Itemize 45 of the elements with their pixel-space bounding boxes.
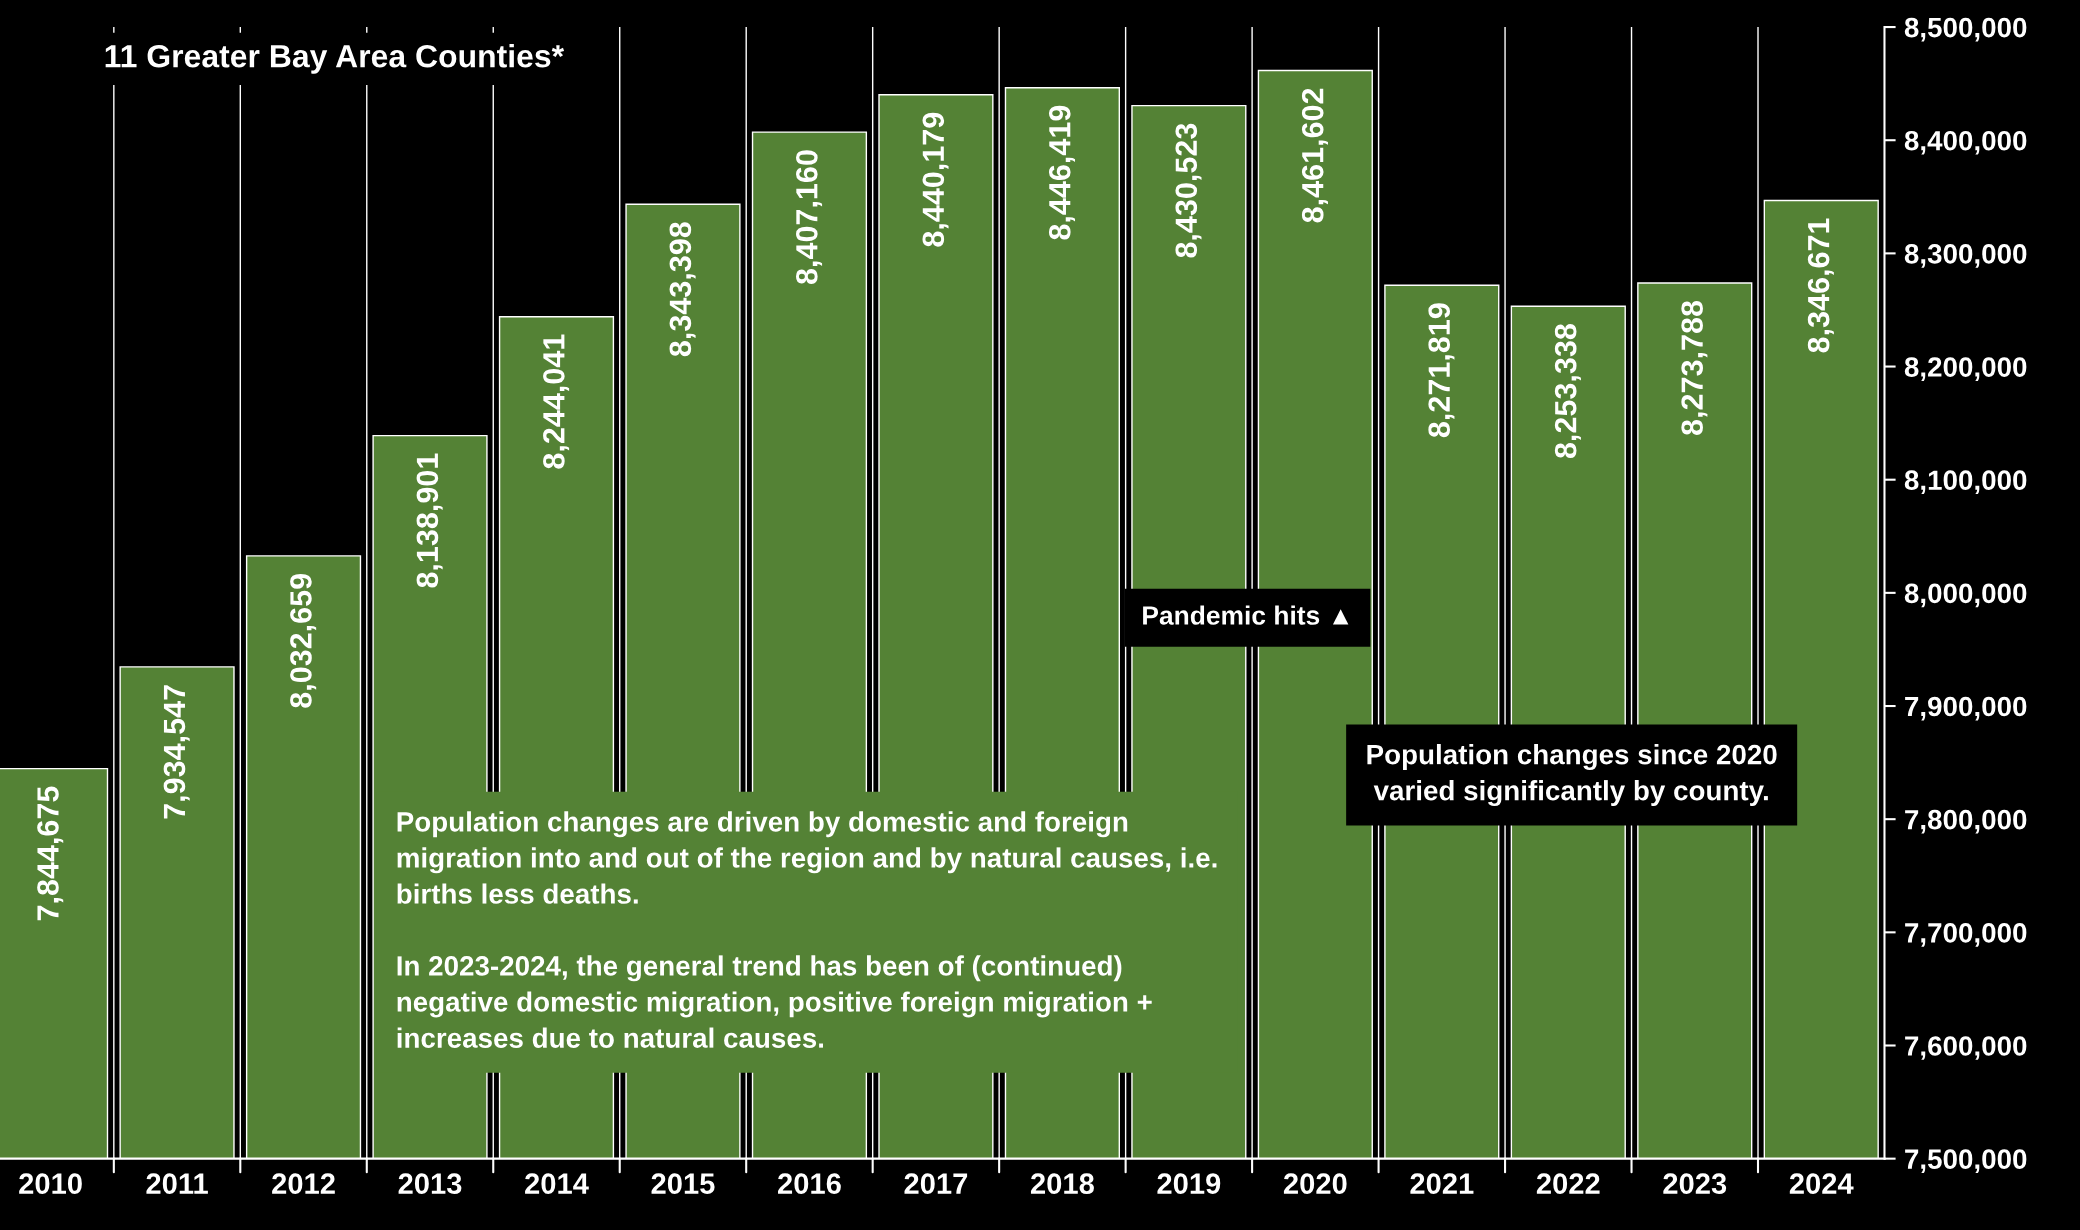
y-tick-label: 8,100,000 xyxy=(1904,470,2027,495)
data-label: 8,440,179 xyxy=(922,112,949,247)
x-tick-label: 2018 xyxy=(1030,1173,1094,1194)
y-tick-label: 8,500,000 xyxy=(1904,17,2027,42)
data-label: 8,446,419 xyxy=(1048,105,1076,240)
x-tick-label: 2016 xyxy=(778,1173,841,1194)
annotation: Pandemic hits ▲ xyxy=(1143,605,1349,625)
x-tick-label: 2022 xyxy=(1536,1173,1600,1194)
x-tick-label: 2013 xyxy=(398,1173,462,1195)
x-tick-label: 2017 xyxy=(904,1173,968,1194)
data-label: 8,138,901 xyxy=(416,453,443,588)
x-tick-label: 2014 xyxy=(525,1173,589,1194)
y-tick-label: 7,500,000 xyxy=(1905,1149,2027,1174)
data-label: 8,461,602 xyxy=(1301,88,1328,223)
x-tick-label: 2021 xyxy=(1410,1173,1474,1194)
x-tick-label: 2024 xyxy=(1789,1173,1854,1194)
data-label: 8,343,398 xyxy=(669,222,696,357)
data-label: 8,346,671 xyxy=(1807,218,1834,353)
data-label: 8,244,041 xyxy=(543,334,570,469)
text: Population changes are driven by domestic and foreign migration into and out of the region and by natural causes, i.e. births less deaths. In 2023-2024, the general trend has been of (continued) negative domestic migration, positive foreign migration + increases due to natural causes. xyxy=(397,811,1217,1048)
data-label: 8,407,160 xyxy=(796,150,823,285)
y-tick-label: 7,700,000 xyxy=(1905,923,2027,947)
data-label: 8,253,338 xyxy=(1554,324,1581,459)
x-tick-label: 2010 xyxy=(19,1173,82,1194)
x-tick-label: 2015 xyxy=(651,1173,715,1194)
data-label: 7,844,675 xyxy=(37,786,64,921)
annotation: Population changes since 2020 varied significantly by county. xyxy=(1367,744,1777,807)
data-label: 8,430,523 xyxy=(1175,123,1202,258)
y-tick-label: 8,400,000 xyxy=(1904,130,2027,155)
data-label: 7,934,547 xyxy=(163,685,190,819)
chart-title: 11 Greater Bay Area Counties* xyxy=(105,44,565,74)
y-tick-label: 8,200,000 xyxy=(1904,357,2027,381)
y-tick-label: 8,300,000 xyxy=(1904,244,2027,268)
x-tick-label: 2012 xyxy=(272,1173,335,1194)
data-label: 8,032,659 xyxy=(290,574,317,708)
data-label: 8,271,819 xyxy=(1428,303,1455,438)
y-tick-label: 7,800,000 xyxy=(1905,809,2027,834)
y-tick-label: 7,900,000 xyxy=(1905,696,2027,721)
x-tick-label: 2011 xyxy=(146,1173,208,1194)
y-tick-label: 7,600,000 xyxy=(1905,1036,2027,1060)
data-label: 8,273,788 xyxy=(1681,300,1708,435)
x-tick-label: 2019 xyxy=(1157,1173,1221,1194)
y-tick-label: 8,000,000 xyxy=(1904,583,2027,608)
x-tick-label: 2023 xyxy=(1663,1173,1727,1195)
x-tick-label: 2020 xyxy=(1283,1173,1347,1194)
